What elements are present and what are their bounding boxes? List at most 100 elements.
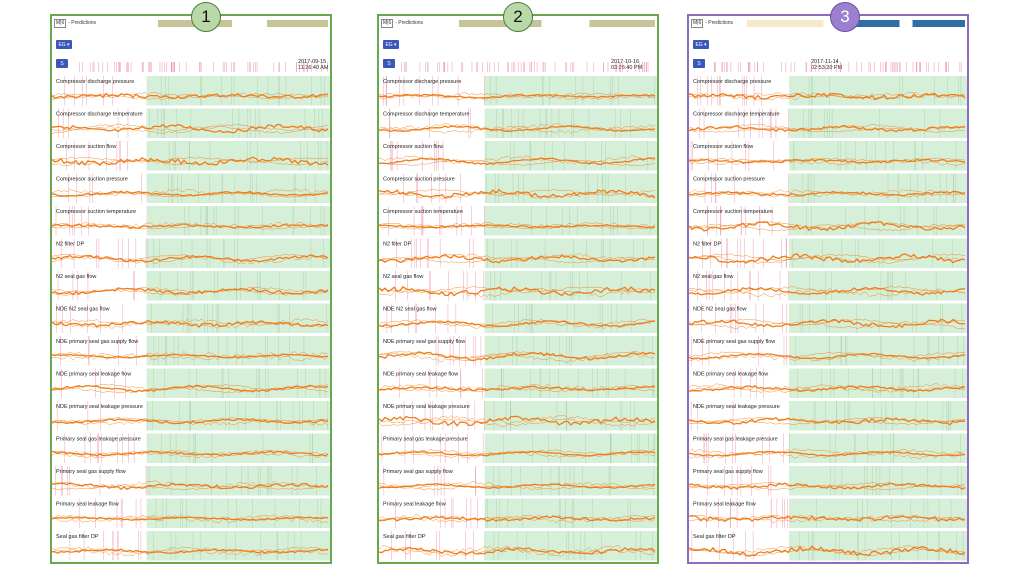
sensor-row: NDE primary seal gas supply flow [689, 336, 967, 369]
sensor-trace [52, 353, 329, 362]
sensor-trace [52, 192, 329, 198]
sensor-label: Compressor suction flow [693, 144, 753, 150]
sensor-row: Primary seal gas supply flow [379, 466, 657, 499]
sensor-trace [689, 158, 966, 164]
sensor-row: NDE primary seal gas supply flow [52, 336, 330, 369]
prediction-window [789, 108, 967, 138]
prediction-window [789, 141, 967, 171]
sensor-label: N2 seal gas flow [693, 274, 733, 280]
sensor-label: NDE primary seal leakage pressure [383, 404, 470, 410]
sensor-row: NDE primary seal leakage flow [379, 368, 657, 401]
sensor-trace [379, 387, 656, 393]
sensor-trace [379, 484, 656, 491]
sensor-trace [52, 480, 329, 489]
sensor-trace [689, 223, 966, 232]
sensor-row: Primary seal gas supply flow [689, 466, 967, 499]
prediction-window [484, 173, 657, 203]
eg-dropdown-button[interactable]: EG ▾ [383, 40, 399, 49]
sensor-row: Compressor suction flow [689, 141, 967, 174]
prediction-panel-2: M|6 - Predictions EG ▾ S 2017-10-16 03:26… [377, 14, 659, 564]
sensor-row: Compressor suction flow [52, 141, 330, 174]
prediction-window [146, 141, 330, 171]
sensor-trace [689, 288, 966, 297]
sensor-trace [689, 351, 966, 358]
sensor-label: N2 seal gas flow [383, 274, 423, 280]
prediction-window [484, 238, 657, 268]
eg-dropdown-button[interactable]: EG ▾ [693, 40, 709, 49]
sensor-trace [52, 482, 329, 491]
prediction-window [789, 271, 967, 301]
panel-title: - Predictions [395, 20, 424, 26]
sensor-label: Compressor discharge pressure [56, 79, 134, 85]
prediction-window [789, 401, 967, 431]
sensor-row: Primary seal gas leakage pressure [379, 433, 657, 466]
sensor-label: N2 filter DP [56, 242, 84, 248]
s-button[interactable]: S [693, 59, 705, 68]
sensor-label: Compressor suction flow [56, 144, 116, 150]
sensor-trace [52, 546, 329, 553]
sensor-trace [379, 385, 656, 392]
timestamp: 2017-10-16 03:26:40 PM [611, 59, 643, 71]
sensor-row: NDE primary seal leakage flow [689, 368, 967, 401]
sensor-trace [52, 92, 329, 100]
sensor-trace [689, 548, 966, 557]
sensor-label: Primary seal leakage flow [56, 502, 119, 508]
sensor-trace [379, 225, 656, 230]
sensor-label: Compressor suction pressure [56, 177, 128, 183]
sensor-label: NDE primary seal leakage pressure [693, 404, 780, 410]
sensor-row: N2 filter DP [52, 238, 330, 271]
prediction-window [146, 76, 330, 106]
sensor-trace [52, 417, 329, 423]
timeline-strip[interactable] [437, 20, 655, 27]
sensor-plots: Compressor discharge pressure Compressor … [52, 62, 330, 562]
sensor-row: Compressor discharge temperature [379, 108, 657, 141]
sensor-trace [379, 256, 656, 264]
panel-id: M|6 [691, 18, 704, 28]
sensor-trace [379, 253, 656, 262]
sensor-trace [689, 255, 966, 264]
sensor-label: Compressor discharge pressure [693, 79, 771, 85]
sensor-trace [689, 286, 966, 294]
panel-title: - Predictions [705, 20, 734, 26]
sensor-row: Seal gas filter DP [689, 531, 967, 562]
sensor-trace [379, 351, 656, 362]
prediction-window [789, 238, 967, 268]
prediction-window [789, 368, 967, 398]
sensor-row: N2 seal gas flow [689, 271, 967, 304]
sensor-row: NDE N2 seal gas flow [379, 303, 657, 336]
sensor-trace [689, 253, 966, 264]
prediction-window [484, 433, 657, 463]
sensor-label: Compressor discharge pressure [383, 79, 461, 85]
prediction-window [146, 433, 330, 463]
sensor-trace [52, 320, 329, 330]
sensor-trace [379, 515, 656, 522]
panel-number-badge: 3 [830, 2, 860, 32]
sensor-label: N2 seal gas flow [56, 274, 96, 280]
s-button[interactable]: S [383, 59, 395, 68]
prediction-window [146, 401, 330, 431]
sensor-row: Compressor suction pressure [379, 173, 657, 206]
sensor-row: NDE N2 seal gas flow [52, 303, 330, 336]
panel-id: M|6 [54, 18, 67, 28]
sensor-label: Compressor suction temperature [56, 209, 136, 215]
s-button[interactable]: S [56, 59, 68, 68]
sensor-trace [52, 449, 329, 456]
sensor-row: Primary seal gas supply flow [52, 466, 330, 499]
prediction-window [484, 466, 657, 496]
sensor-label: Primary seal leakage flow [693, 502, 756, 508]
sensor-trace [689, 157, 966, 162]
sensor-label: Seal gas filter DP [383, 534, 426, 540]
prediction-window [484, 141, 657, 171]
sensor-label: Seal gas filter DP [693, 534, 736, 540]
eg-dropdown-button[interactable]: EG ▾ [56, 40, 72, 49]
sensor-trace [689, 159, 966, 166]
sensor-row: NDE primary seal leakage pressure [52, 401, 330, 434]
sensor-trace [379, 285, 656, 297]
prediction-panel-3: M|6 - Predictions EG ▾ S 2017-11-14 02:53… [687, 14, 969, 564]
sensor-trace [52, 419, 329, 426]
sensor-trace [379, 483, 656, 489]
sensor-row: N2 filter DP [689, 238, 967, 271]
sensor-trace [52, 255, 329, 264]
sensor-trace [379, 159, 656, 166]
sensor-label: NDE N2 seal gas flow [56, 307, 110, 313]
